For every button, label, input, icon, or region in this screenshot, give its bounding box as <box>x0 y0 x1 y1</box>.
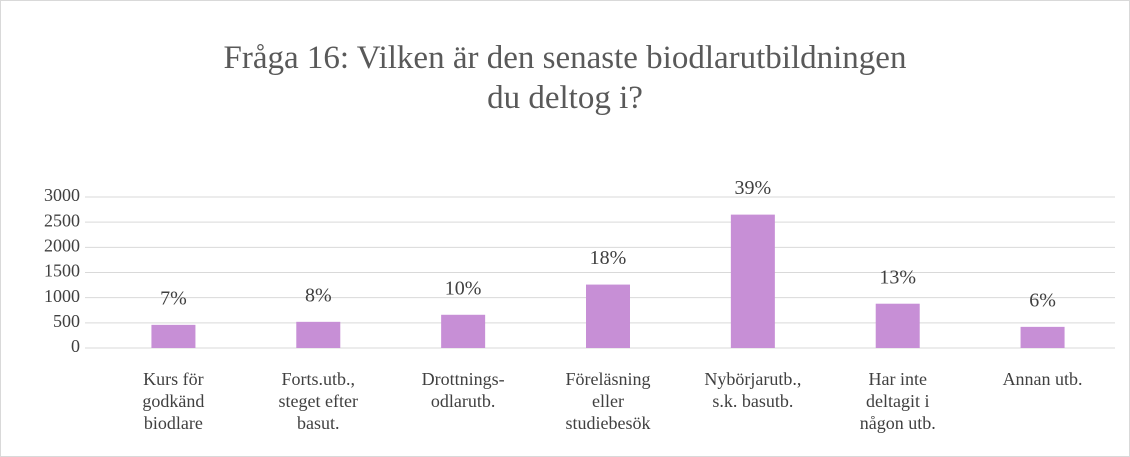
y-tick-label: 1500 <box>44 261 80 281</box>
x-tick-label-line: Forts.utb., <box>282 369 356 389</box>
data-label: 18% <box>590 247 627 269</box>
bar <box>1020 326 1065 348</box>
x-tick-label-line: s.k. basutb. <box>712 391 793 411</box>
x-tick-label: Har inte deltagit i någon utb. <box>860 369 936 433</box>
bar <box>730 214 775 348</box>
y-tick-label: 500 <box>53 311 80 331</box>
x-tick-label-line: biodlare <box>144 413 203 433</box>
x-tick-label: Drottnings-odlarutb. <box>422 369 505 411</box>
x-tick-label: Kurs för godkänd biodlare <box>142 369 204 433</box>
x-tick-label-line: Annan utb. <box>1003 369 1083 389</box>
x-tick-label-line: studiebesök <box>566 413 651 433</box>
x-tick-label: Forts.utb., steget efter basut. <box>279 369 358 433</box>
x-tick-label: Föreläsning eller studiebesök <box>566 369 651 433</box>
x-tick-label-line: basut. <box>297 413 340 433</box>
bar <box>296 321 341 348</box>
x-tick-label-line: Drottnings- <box>422 369 505 389</box>
bar <box>151 324 196 348</box>
x-tick-label-line: någon utb. <box>860 413 936 433</box>
y-tick-label: 2500 <box>44 210 80 230</box>
y-tick-label: 3000 <box>44 185 80 205</box>
data-label: 7% <box>160 287 187 309</box>
y-tick-label: 0 <box>71 336 80 356</box>
data-label: 13% <box>879 266 916 288</box>
y-tick-label: 2000 <box>44 235 80 255</box>
x-tick-label-line: Nybörjarutb., <box>704 369 801 389</box>
x-tick-label-line: eller <box>592 391 624 411</box>
x-tick-label-line: godkänd <box>142 391 204 411</box>
bar <box>875 303 920 348</box>
chart-title: Fråga 16: Vilken är den senaste biodlaru… <box>223 40 907 116</box>
x-tick-label: Nybörjarutb., s.k. basutb. <box>704 369 801 411</box>
x-tick-label-line: deltagit i <box>866 391 929 411</box>
data-label: 8% <box>305 284 332 306</box>
bar <box>441 314 486 348</box>
x-tick-label-line: odlarutb. <box>431 391 496 411</box>
x-tick-label-line: Föreläsning <box>566 369 651 389</box>
x-tick-label-line: Har inte <box>868 369 926 389</box>
data-label: 6% <box>1029 289 1056 311</box>
bar <box>586 284 630 348</box>
y-tick-label: 1000 <box>44 286 80 306</box>
data-label: 39% <box>735 177 772 199</box>
x-tick-label-line: Kurs för <box>143 369 204 389</box>
x-tick-label-line: steget efter <box>279 391 358 411</box>
x-tick-label: Annan utb. <box>1003 369 1083 389</box>
data-label: 10% <box>445 277 482 299</box>
